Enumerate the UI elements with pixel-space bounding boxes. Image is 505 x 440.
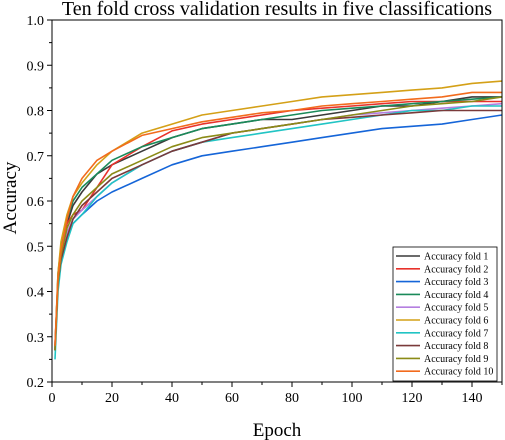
x-tick-label: 120 — [402, 391, 423, 406]
plot-area: 0 20 40 60 80 100 120 140 0.2 0.3 0.4 0.5 0.6 0.7 0.8 0… — [27, 14, 503, 406]
legend-label-fold-3: Accuracy fold 3 — [424, 277, 488, 288]
x-axis-label: Epoch — [253, 420, 302, 440]
series-line-fold-8 — [54, 109, 502, 351]
chart-title: Ten fold cross validation results in fiv… — [62, 0, 492, 20]
y-tick-label: 0.2 — [27, 376, 45, 391]
y-tick-label: 0.8 — [27, 105, 45, 120]
x-tick-label: 100 — [342, 391, 363, 406]
legend-label-fold-1: Accuracy fold 1 — [424, 252, 488, 263]
legend-label-fold-8: Accuracy fold 8 — [424, 341, 488, 352]
y-tick-label: 0.5 — [27, 240, 45, 255]
legend-label-fold-4: Accuracy fold 4 — [424, 290, 488, 301]
x-tick-label: 80 — [285, 391, 299, 406]
y-tick-label: 0.9 — [27, 59, 45, 74]
x-tick-label: 20 — [105, 391, 119, 406]
legend-label-fold-7: Accuracy fold 7 — [424, 328, 488, 339]
legend-label-fold-6: Accuracy fold 6 — [424, 316, 488, 327]
y-axis-label: Accuracy — [0, 161, 21, 234]
x-tick-label: 60 — [225, 391, 239, 406]
x-tick-label: 140 — [462, 391, 483, 406]
y-tick-label: 0.6 — [27, 195, 45, 210]
series-line-fold-9 — [54, 96, 503, 351]
series-line-fold-10 — [54, 91, 502, 346]
legend-label-fold-2: Accuracy fold 2 — [424, 264, 488, 275]
legend-label-fold-10: Accuracy fold 10 — [424, 367, 493, 378]
x-tick-label: 40 — [165, 391, 179, 406]
legend-label-fold-9: Accuracy fold 9 — [424, 354, 488, 365]
series-line-fold-2 — [54, 100, 502, 346]
y-tick-label: 1.0 — [27, 14, 45, 29]
y-tick-label: 0.4 — [27, 286, 45, 301]
legend-label-fold-5: Accuracy fold 5 — [424, 303, 488, 314]
y-tick-label: 0.3 — [27, 331, 45, 346]
x-tick-label: 0 — [49, 391, 56, 406]
y-tick-label: 0.7 — [27, 150, 45, 165]
